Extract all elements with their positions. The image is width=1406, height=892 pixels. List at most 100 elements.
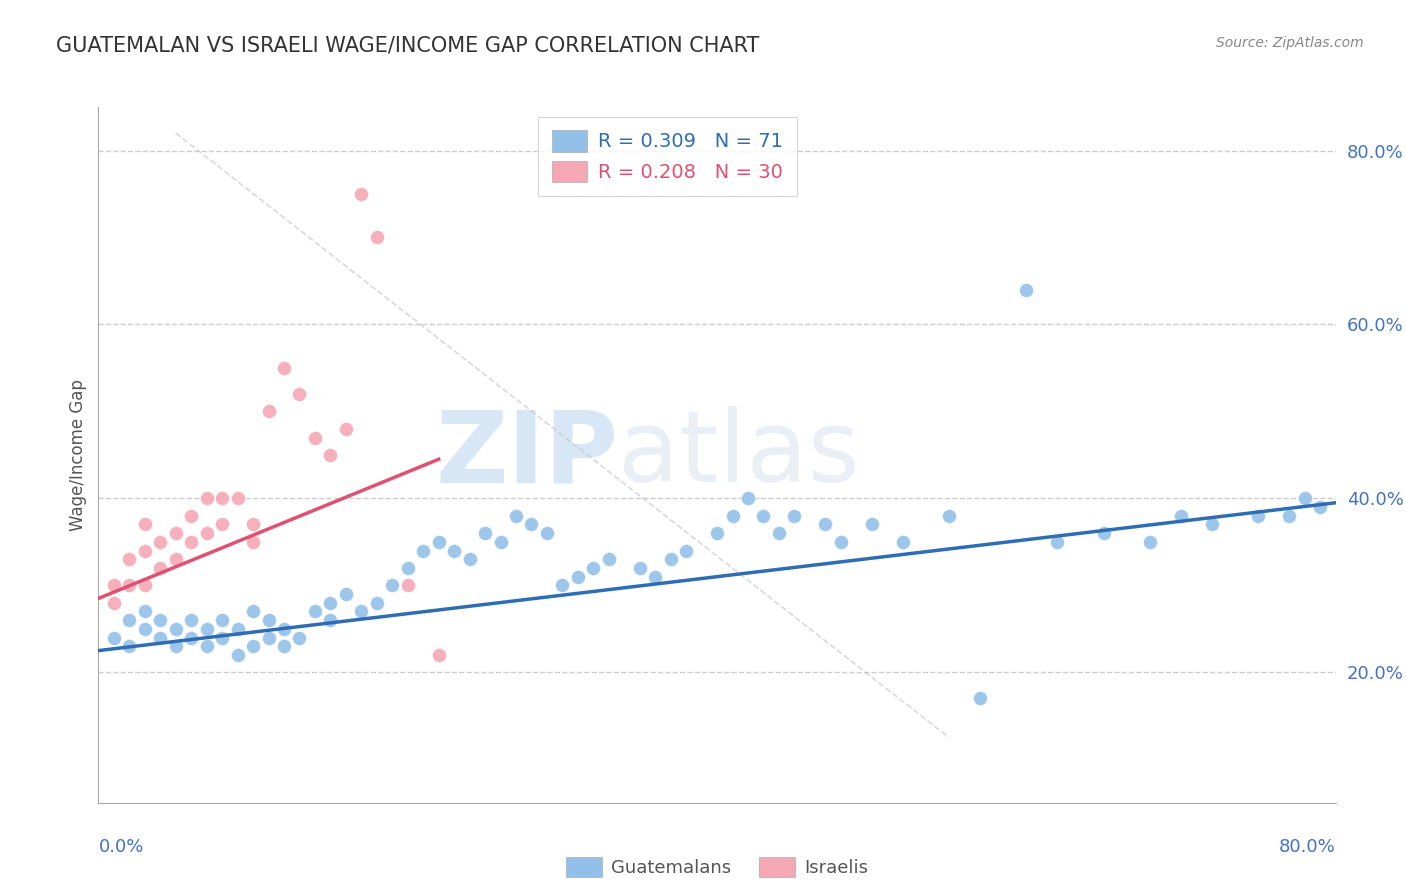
Point: [226, 648, 249, 662]
Point: [350, 605, 373, 619]
Point: [195, 526, 218, 541]
Point: [489, 534, 512, 549]
Point: [195, 491, 218, 506]
Point: [180, 534, 202, 549]
Point: [783, 508, 806, 523]
Point: [458, 552, 481, 566]
Point: [443, 543, 465, 558]
Point: [366, 230, 388, 244]
Y-axis label: Wage/Income Gap: Wage/Income Gap: [69, 379, 87, 531]
Point: [242, 517, 264, 532]
Point: [304, 605, 326, 619]
Text: GUATEMALAN VS ISRAELI WAGE/INCOME GAP CORRELATION CHART: GUATEMALAN VS ISRAELI WAGE/INCOME GAP CO…: [56, 36, 759, 55]
Point: [273, 639, 295, 653]
Text: ZIP: ZIP: [436, 407, 619, 503]
Point: [319, 448, 342, 462]
Point: [118, 578, 141, 592]
Text: 0.0%: 0.0%: [98, 838, 143, 855]
Point: [768, 526, 790, 541]
Point: [134, 622, 156, 636]
Point: [288, 387, 311, 401]
Point: [211, 631, 233, 645]
Legend: Guatemalans, Israelis: Guatemalans, Israelis: [560, 850, 875, 884]
Point: [149, 561, 172, 575]
Point: [195, 622, 218, 636]
Point: [288, 631, 311, 645]
Point: [737, 491, 759, 506]
Point: [536, 526, 558, 541]
Point: [149, 534, 172, 549]
Point: [474, 526, 496, 541]
Point: [319, 613, 342, 627]
Point: [134, 605, 156, 619]
Point: [1170, 508, 1192, 523]
Point: [752, 508, 775, 523]
Point: [1092, 526, 1115, 541]
Point: [319, 596, 342, 610]
Point: [273, 622, 295, 636]
Point: [969, 691, 991, 706]
Point: [675, 543, 697, 558]
Point: [567, 570, 589, 584]
Point: [1046, 534, 1069, 549]
Point: [211, 517, 233, 532]
Point: [149, 631, 172, 645]
Point: [180, 508, 202, 523]
Point: [118, 639, 141, 653]
Point: [1309, 500, 1331, 514]
Point: [860, 517, 883, 532]
Point: [165, 639, 187, 653]
Point: [644, 570, 666, 584]
Point: [180, 631, 202, 645]
Point: [598, 552, 620, 566]
Text: atlas: atlas: [619, 407, 859, 503]
Point: [242, 534, 264, 549]
Point: [1278, 508, 1301, 523]
Point: [273, 360, 295, 375]
Point: [1201, 517, 1223, 532]
Point: [427, 534, 450, 549]
Point: [396, 561, 419, 575]
Point: [830, 534, 852, 549]
Point: [257, 613, 280, 627]
Point: [165, 552, 187, 566]
Point: [551, 578, 574, 592]
Point: [938, 508, 960, 523]
Point: [396, 578, 419, 592]
Point: [242, 639, 264, 653]
Point: [304, 430, 326, 444]
Point: [366, 596, 388, 610]
Point: [505, 508, 527, 523]
Point: [134, 578, 156, 592]
Point: [381, 578, 404, 592]
Point: [103, 578, 125, 592]
Point: [1294, 491, 1316, 506]
Text: Source: ZipAtlas.com: Source: ZipAtlas.com: [1216, 36, 1364, 50]
Point: [659, 552, 682, 566]
Point: [427, 648, 450, 662]
Point: [814, 517, 837, 532]
Point: [520, 517, 543, 532]
Point: [335, 587, 357, 601]
Point: [195, 639, 218, 653]
Point: [165, 622, 187, 636]
Point: [211, 613, 233, 627]
Point: [257, 404, 280, 418]
Point: [721, 508, 744, 523]
Point: [103, 631, 125, 645]
Point: [118, 552, 141, 566]
Point: [1247, 508, 1270, 523]
Point: [1015, 283, 1038, 297]
Text: 80.0%: 80.0%: [1279, 838, 1336, 855]
Point: [582, 561, 605, 575]
Point: [180, 613, 202, 627]
Point: [706, 526, 728, 541]
Point: [257, 631, 280, 645]
Point: [412, 543, 434, 558]
Point: [628, 561, 651, 575]
Point: [134, 517, 156, 532]
Point: [149, 613, 172, 627]
Point: [118, 613, 141, 627]
Point: [103, 596, 125, 610]
Point: [134, 543, 156, 558]
